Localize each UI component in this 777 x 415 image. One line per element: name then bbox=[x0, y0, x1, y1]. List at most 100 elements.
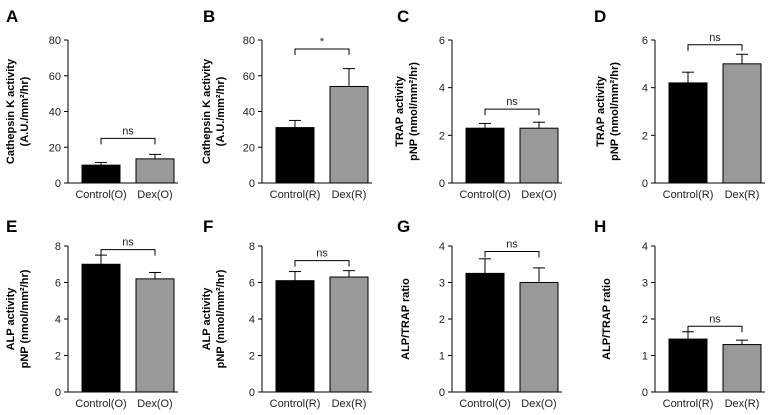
panel-letter: G bbox=[397, 217, 410, 236]
panel-letter: D bbox=[594, 7, 606, 26]
bar-control bbox=[465, 272, 505, 393]
y-axis-label: pNP (nmol/mm²/hr) bbox=[215, 269, 227, 368]
y-tick-label: 20 bbox=[49, 142, 61, 154]
category-label: Control(R) bbox=[663, 189, 714, 201]
category-label: Control(O) bbox=[75, 398, 126, 410]
y-tick-label: 0 bbox=[55, 178, 61, 190]
panel-letter: B bbox=[203, 7, 215, 26]
panel-letter: F bbox=[203, 217, 213, 236]
panel-e: E 0 2 4 6 8 ALP activity pNP (nmol/mm²/hr) Contr… bbox=[5, 217, 178, 410]
bar-dex bbox=[722, 344, 762, 393]
bar-dex bbox=[519, 282, 559, 393]
bar-dex bbox=[329, 276, 369, 393]
category-label: Control(O) bbox=[75, 189, 126, 201]
bar-control bbox=[275, 127, 315, 184]
y-axis-label: ALP activity bbox=[201, 287, 213, 351]
category-label: Dex(R) bbox=[332, 189, 367, 201]
significance-bracket bbox=[687, 44, 743, 51]
y-axis-label: pNP (nmol/mm²/hr) bbox=[408, 62, 420, 161]
significance-bracket bbox=[100, 249, 156, 256]
panel-letter: C bbox=[397, 7, 409, 26]
category-label: Dex(R) bbox=[332, 398, 367, 410]
panel-c: C 0 2 4 6 TRAP activity pNP (nmol/mm²/hr) Contr… bbox=[394, 7, 562, 201]
y-tick-label: 1 bbox=[642, 351, 648, 363]
category-label: Dex(O) bbox=[521, 398, 556, 410]
panel-letter: A bbox=[6, 7, 18, 26]
significance-label: ns bbox=[506, 96, 518, 108]
y-tick-label: 1 bbox=[439, 351, 445, 363]
y-tick-label: 8 bbox=[55, 241, 61, 253]
bar-dex bbox=[329, 85, 369, 184]
y-tick-label: 0 bbox=[55, 387, 61, 399]
bar-dex bbox=[519, 127, 559, 184]
y-tick-label: 4 bbox=[439, 83, 445, 95]
y-axis-label: Cathepsin K activity bbox=[201, 58, 213, 164]
y-axis-label: ALP activity bbox=[5, 287, 17, 351]
significance-label: ns bbox=[122, 125, 134, 137]
bar-dex bbox=[722, 63, 762, 184]
significance-label: ns bbox=[709, 313, 721, 325]
y-tick-label: 4 bbox=[642, 241, 648, 253]
y-tick-label: 3 bbox=[439, 278, 445, 290]
panel-letter: H bbox=[594, 217, 606, 236]
y-tick-label: 20 bbox=[243, 142, 255, 154]
y-axis-label: TRAP activity bbox=[595, 75, 607, 147]
y-tick-label: 3 bbox=[642, 278, 648, 290]
category-label: Dex(O) bbox=[137, 189, 172, 201]
bar-control bbox=[81, 263, 121, 393]
significance-bracket bbox=[484, 250, 540, 258]
bar-control bbox=[668, 338, 708, 393]
y-tick-label: 8 bbox=[249, 241, 255, 253]
category-label: Dex(O) bbox=[137, 398, 172, 410]
y-axis-label: TRAP activity bbox=[394, 75, 406, 147]
y-tick-label: 4 bbox=[642, 83, 648, 95]
y-axis-label: (A.U./mm²/hr) bbox=[215, 76, 227, 146]
category-label: Dex(R) bbox=[725, 398, 760, 410]
panel-a: A 0 20 40 60 80 Cathepsin K activity (A.U./mm²/… bbox=[5, 7, 178, 201]
y-tick-label: 40 bbox=[49, 107, 61, 119]
panel-f: F 0 2 4 6 8 ALP activity pNP (nmol/mm²/hr) Contr… bbox=[201, 217, 372, 410]
significance-label: ns bbox=[506, 238, 518, 250]
y-axis-label: (A.U./mm²/hr) bbox=[19, 76, 31, 146]
y-tick-label: 0 bbox=[642, 178, 648, 190]
significance-bracket bbox=[484, 108, 540, 116]
panel-h: H 0 1 2 3 4 ALP/TRAP ratio Control(R) Dex(R) ns bbox=[594, 217, 765, 410]
y-tick-label: 0 bbox=[439, 178, 445, 190]
y-tick-label: 80 bbox=[49, 35, 61, 47]
bar-control bbox=[275, 280, 315, 393]
category-label: Control(R) bbox=[270, 398, 321, 410]
y-tick-label: 2 bbox=[439, 314, 445, 326]
significance-label: * bbox=[320, 36, 325, 48]
y-axis-label: ALP/TRAP ratio bbox=[601, 278, 613, 360]
y-axis-label: Cathepsin K activity bbox=[5, 58, 17, 164]
y-tick-label: 6 bbox=[55, 278, 61, 290]
y-tick-label: 2 bbox=[439, 130, 445, 142]
category-label: Dex(O) bbox=[521, 189, 556, 201]
y-tick-label: 40 bbox=[243, 107, 255, 119]
y-tick-label: 60 bbox=[49, 71, 61, 83]
y-tick-label: 6 bbox=[249, 278, 255, 290]
y-tick-label: 0 bbox=[439, 387, 445, 399]
y-axis-label: pNP (nmol/mm²/hr) bbox=[19, 269, 31, 368]
category-label: Control(O) bbox=[459, 398, 510, 410]
bar-dex bbox=[135, 158, 175, 184]
category-label: Dex(R) bbox=[725, 189, 760, 201]
y-tick-label: 80 bbox=[243, 35, 255, 47]
panel-letter: E bbox=[6, 217, 17, 236]
category-label: Control(R) bbox=[663, 398, 714, 410]
significance-label: ns bbox=[709, 32, 721, 44]
y-tick-label: 4 bbox=[249, 314, 255, 326]
y-axis-label: pNP (nmol/mm²/hr) bbox=[609, 62, 621, 161]
significance-bracket bbox=[294, 48, 350, 55]
panel-g: G 0 1 2 3 4 ALP/TRAP ratio Control(O) Dex(O) ns bbox=[397, 217, 562, 410]
y-tick-label: 2 bbox=[249, 351, 255, 363]
bar-control bbox=[465, 127, 505, 184]
significance-label: ns bbox=[122, 237, 134, 249]
y-tick-label: 60 bbox=[243, 71, 255, 83]
y-tick-label: 2 bbox=[642, 130, 648, 142]
y-tick-label: 4 bbox=[439, 241, 445, 253]
category-label: Control(R) bbox=[270, 189, 321, 201]
significance-bracket bbox=[687, 325, 743, 333]
y-tick-label: 0 bbox=[249, 387, 255, 399]
